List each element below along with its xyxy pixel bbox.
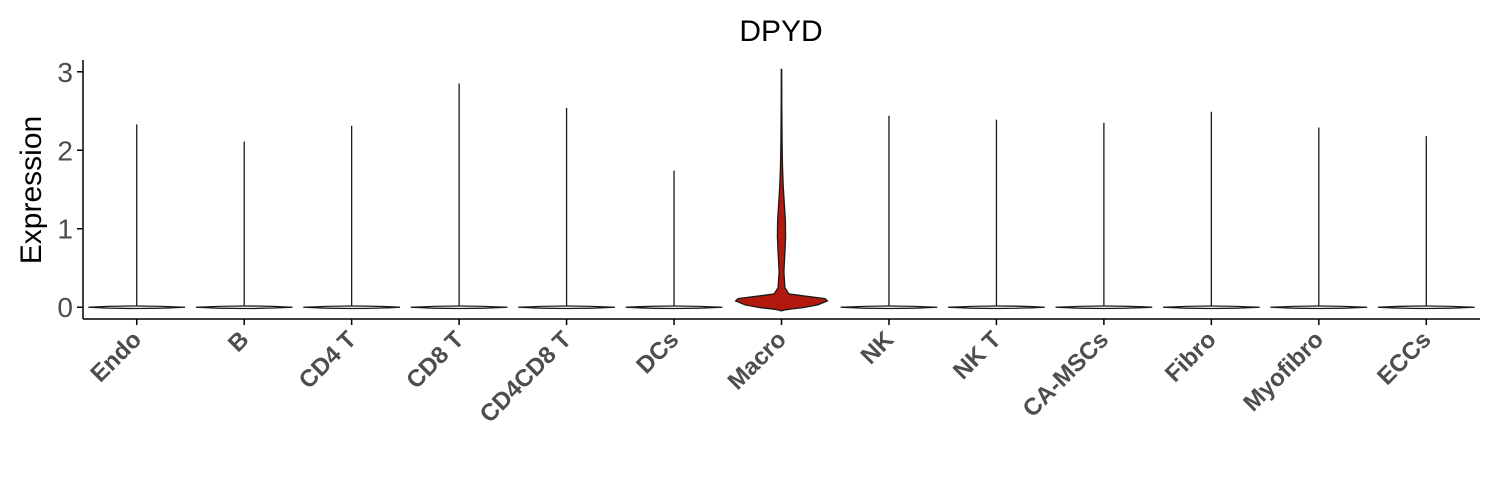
- x-tick-label: CD4 T: [294, 326, 362, 394]
- y-ticks: 0 1 2 3: [57, 57, 83, 323]
- violin-dcs: [625, 170, 723, 310]
- y-tick-label: 2: [57, 135, 73, 166]
- x-tick-label: Endo: [85, 326, 147, 388]
- x-tick-label: Myofibro: [1238, 326, 1329, 417]
- chart-title: DPYD: [739, 15, 822, 48]
- violin-nk-t: [948, 119, 1045, 310]
- x-tick-label: DCs: [631, 326, 684, 379]
- x-tick-label: CD4CD8 T: [475, 326, 577, 428]
- violin-body: [625, 305, 723, 310]
- violin-b: [195, 141, 293, 310]
- violin-body: [840, 305, 938, 310]
- x-tick-label: B: [223, 326, 254, 357]
- y-tick-label: 3: [57, 57, 73, 88]
- violin-cd8-t: [410, 83, 508, 310]
- violin-body: [1162, 305, 1260, 310]
- violin-cd4cd8-t: [518, 107, 615, 310]
- y-axis-label: Expression: [15, 116, 48, 264]
- x-tick-label: CD8 T: [401, 326, 469, 394]
- violin-body: [518, 305, 615, 310]
- y-tick-label: 0: [57, 292, 73, 323]
- x-tick-label: Macro: [723, 326, 792, 395]
- violin-body: [1270, 305, 1368, 310]
- violin-body: [1377, 305, 1475, 310]
- violin-endo: [88, 124, 186, 310]
- x-tick-label: NK T: [948, 326, 1007, 385]
- violin-ca-mscs: [1055, 122, 1153, 310]
- violin-body: [88, 305, 186, 310]
- x-tick-label: Fibro: [1160, 326, 1222, 388]
- violin-body: [1055, 305, 1153, 310]
- x-tick-label: NK: [856, 326, 900, 370]
- violin-eccs: [1377, 136, 1475, 310]
- violin-cd4-t: [303, 125, 401, 310]
- violin-myofibro: [1270, 127, 1368, 310]
- violin-fibro: [1162, 111, 1260, 310]
- violin-nk: [840, 115, 938, 310]
- violin-macro: [734, 68, 829, 312]
- violin-body: [734, 68, 829, 312]
- violin-body: [195, 305, 293, 310]
- violin-body: [410, 305, 508, 310]
- y-tick-label: 1: [57, 214, 73, 245]
- violin-body: [948, 305, 1045, 310]
- x-ticks: Endo B CD4 T CD8 T CD4CD8 T DCs Macro NK NK T CA-…: [85, 319, 1437, 428]
- violin-body: [303, 305, 401, 310]
- x-tick-label: CA-MSCs: [1018, 326, 1114, 422]
- violin-layer: [88, 68, 1475, 312]
- x-tick-label: ECCs: [1372, 326, 1436, 390]
